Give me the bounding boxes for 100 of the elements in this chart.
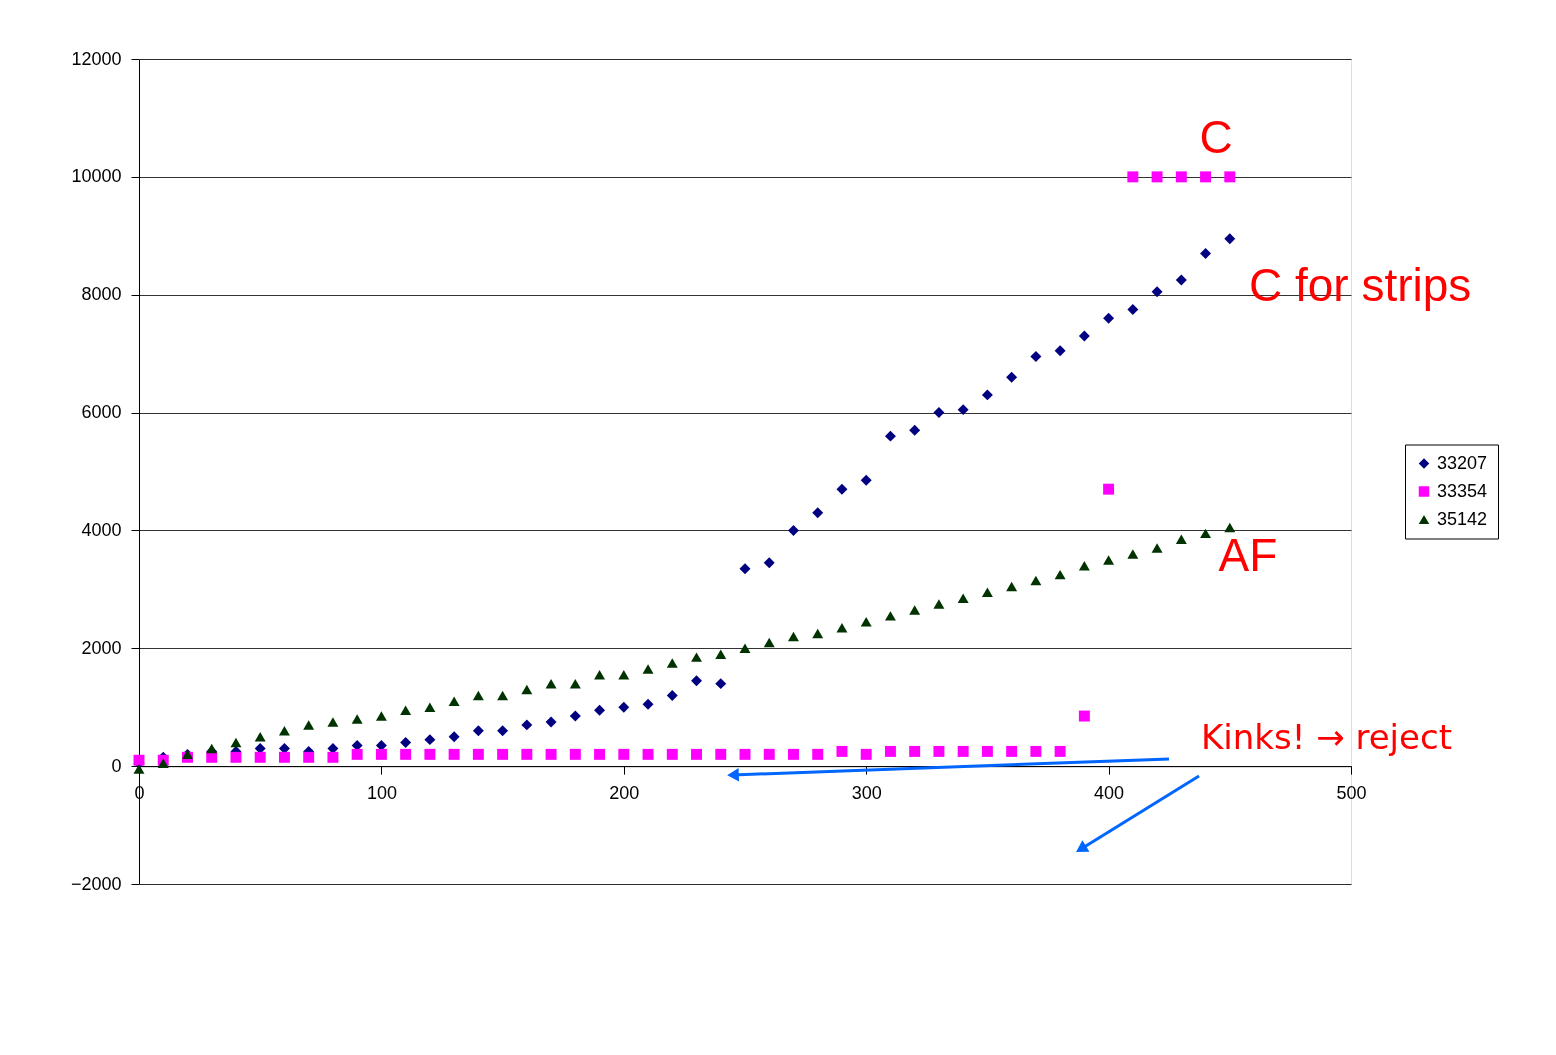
point <box>497 690 509 701</box>
annotation: C <box>1199 111 1233 163</box>
point <box>860 617 872 627</box>
point <box>521 684 533 695</box>
point <box>909 605 921 615</box>
legend-label: 35142 <box>1437 508 1488 529</box>
point <box>1054 345 1066 357</box>
point <box>400 705 412 715</box>
point <box>618 701 630 713</box>
point <box>1030 575 1042 586</box>
point <box>1078 330 1090 342</box>
point <box>860 748 872 760</box>
point <box>424 702 436 712</box>
point <box>739 748 751 760</box>
point <box>1224 171 1236 183</box>
point <box>739 643 751 654</box>
point <box>812 507 824 519</box>
point <box>1006 745 1018 757</box>
point <box>497 748 509 760</box>
point <box>448 696 460 707</box>
point <box>1224 233 1236 245</box>
annotation: AF <box>1218 529 1278 581</box>
point <box>1103 312 1115 324</box>
point <box>933 599 945 609</box>
x-tick-label: 100 <box>366 782 397 803</box>
point <box>400 748 412 760</box>
point <box>545 716 557 728</box>
point <box>1006 371 1018 383</box>
point <box>1151 286 1163 298</box>
point <box>618 670 630 680</box>
point <box>1127 549 1139 559</box>
point <box>254 731 266 742</box>
point <box>666 748 678 760</box>
point <box>788 748 799 760</box>
y-tick-label: 6000 <box>81 402 122 423</box>
point <box>448 748 460 760</box>
point <box>1103 483 1115 495</box>
point <box>497 725 509 737</box>
point <box>981 389 993 401</box>
point <box>206 751 218 763</box>
point <box>860 474 872 486</box>
point <box>375 748 387 760</box>
point <box>909 424 921 436</box>
point <box>303 751 315 763</box>
point <box>691 675 702 687</box>
y-tick-label: 0 <box>111 755 122 776</box>
point <box>1054 745 1066 757</box>
point <box>594 670 606 680</box>
point <box>1175 171 1187 183</box>
point <box>812 628 824 639</box>
legend-label: 33207 <box>1437 452 1488 473</box>
point <box>666 658 678 668</box>
point <box>836 483 848 495</box>
point <box>1127 171 1139 183</box>
point <box>521 748 533 760</box>
point <box>691 748 702 760</box>
point <box>884 430 896 442</box>
point <box>351 748 363 760</box>
point <box>1054 569 1066 580</box>
x-tick-label: 400 <box>1094 782 1125 803</box>
point <box>739 563 751 575</box>
point <box>1030 745 1042 757</box>
point <box>618 748 630 760</box>
point <box>472 690 484 701</box>
point <box>1151 171 1163 183</box>
point <box>715 678 727 690</box>
point <box>1175 274 1187 286</box>
point <box>230 737 242 748</box>
point <box>1151 543 1163 553</box>
point <box>351 714 363 724</box>
x-tick-label: 500 <box>1336 782 1367 803</box>
point <box>933 745 945 757</box>
y-tick-label: −2000 <box>70 873 122 894</box>
point <box>933 407 945 419</box>
point <box>1078 710 1090 722</box>
point <box>836 745 848 757</box>
point <box>642 748 654 760</box>
point <box>812 748 824 760</box>
point <box>666 689 678 701</box>
point <box>254 751 266 763</box>
point <box>545 678 557 689</box>
point <box>1200 247 1212 259</box>
point <box>788 524 799 536</box>
point <box>157 758 169 768</box>
y-tick-label: 10000 <box>71 166 122 187</box>
point <box>1127 303 1139 315</box>
point <box>909 745 921 757</box>
point <box>715 649 727 659</box>
point <box>472 748 484 760</box>
x-tick-label: 200 <box>609 782 640 803</box>
point <box>957 404 969 416</box>
annotation: Kinks! → reject <box>1201 717 1452 757</box>
point <box>594 748 606 760</box>
point <box>569 748 581 760</box>
point <box>569 710 581 722</box>
point <box>957 593 969 603</box>
point <box>981 745 993 757</box>
point <box>327 751 339 763</box>
point <box>278 751 290 763</box>
y-tick-label: 4000 <box>81 519 122 540</box>
